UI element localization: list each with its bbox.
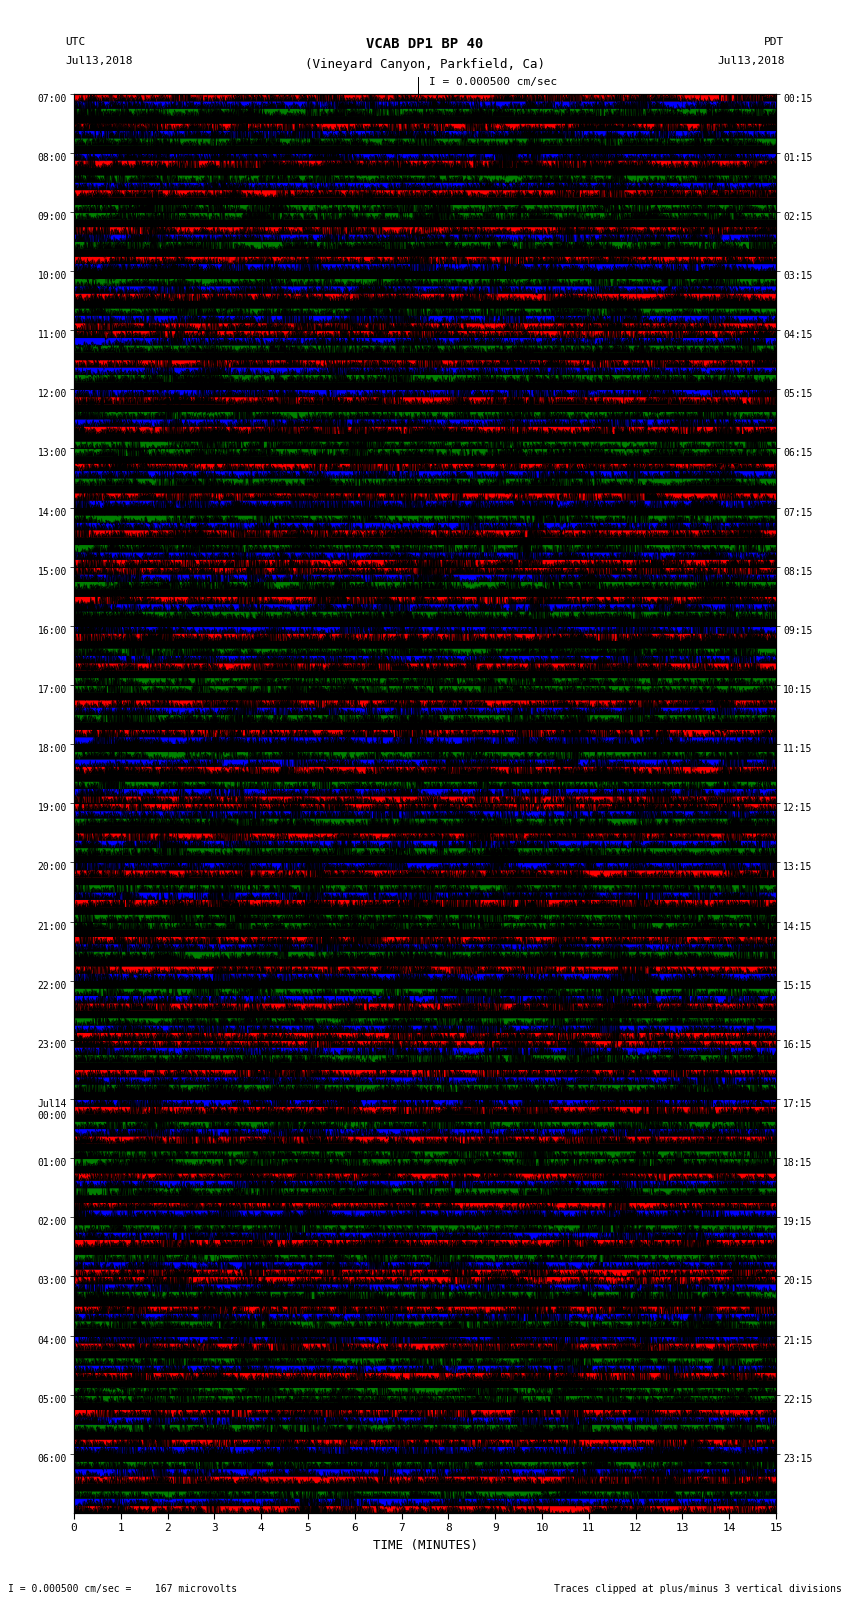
Text: Jul13,2018: Jul13,2018: [717, 56, 785, 66]
Text: I = 0.000500 cm/sec =    167 microvolts: I = 0.000500 cm/sec = 167 microvolts: [8, 1584, 238, 1594]
Text: I = 0.000500 cm/sec: I = 0.000500 cm/sec: [429, 77, 558, 87]
Text: Traces clipped at plus/minus 3 vertical divisions: Traces clipped at plus/minus 3 vertical …: [553, 1584, 842, 1594]
Text: PDT: PDT: [764, 37, 785, 47]
Text: Jul13,2018: Jul13,2018: [65, 56, 133, 66]
Text: VCAB DP1 BP 40: VCAB DP1 BP 40: [366, 37, 484, 52]
Text: UTC: UTC: [65, 37, 86, 47]
Text: (Vineyard Canyon, Parkfield, Ca): (Vineyard Canyon, Parkfield, Ca): [305, 58, 545, 71]
X-axis label: TIME (MINUTES): TIME (MINUTES): [372, 1539, 478, 1552]
